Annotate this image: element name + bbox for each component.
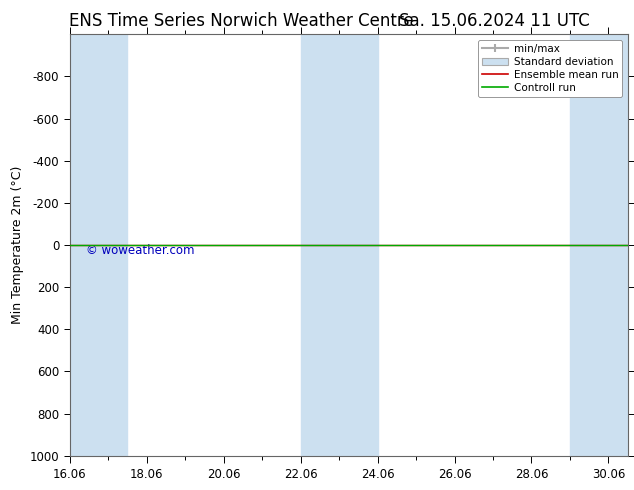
Text: Sa. 15.06.2024 11 UTC: Sa. 15.06.2024 11 UTC — [399, 12, 590, 30]
Text: ENS Time Series Norwich Weather Centre: ENS Time Series Norwich Weather Centre — [68, 12, 413, 30]
Legend: min/max, Standard deviation, Ensemble mean run, Controll run: min/max, Standard deviation, Ensemble me… — [478, 40, 623, 97]
Bar — [570, 34, 628, 456]
Text: © woweather.com: © woweather.com — [86, 244, 195, 257]
Y-axis label: Min Temperature 2m (°C): Min Temperature 2m (°C) — [11, 166, 24, 324]
Bar — [301, 34, 378, 456]
Bar — [70, 34, 127, 456]
